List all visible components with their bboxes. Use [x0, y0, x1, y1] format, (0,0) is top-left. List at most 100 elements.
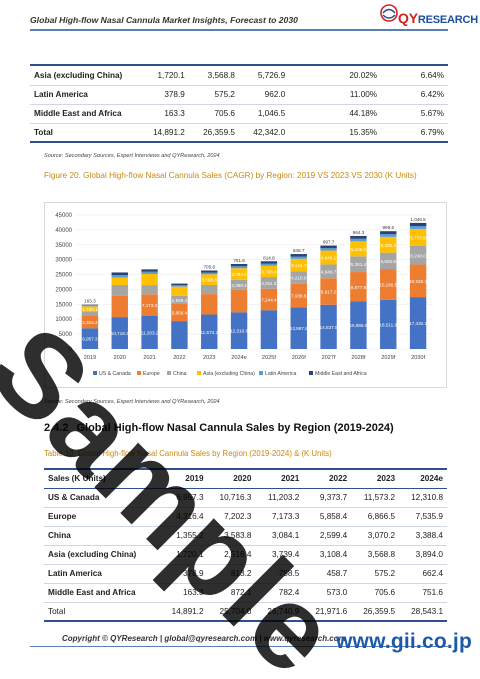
- table-cell: 3,894.0: [399, 545, 447, 565]
- table-cell: Europe: [44, 507, 160, 527]
- data-label: 814.8: [263, 255, 275, 260]
- legend-swatch: [137, 371, 141, 375]
- data-label: 16,511.9: [379, 322, 397, 327]
- data-label: 3,788.4: [261, 269, 277, 274]
- table-cell: 1,046.5: [238, 104, 290, 124]
- bar-segment: [380, 234, 397, 237]
- table-cell: 705.6: [188, 104, 239, 124]
- bar-segment: [380, 299, 397, 349]
- x-tick-label: 2021: [143, 355, 155, 361]
- table-row: Asia (excluding China) 1,720.1 2,516.4 3,73…: [44, 545, 447, 565]
- qyresearch-logo: QYRESEARCH: [372, 4, 478, 28]
- bar-segment: [141, 269, 158, 272]
- data-label: 4,144.7: [291, 263, 307, 268]
- table-cell: 3,108.4: [303, 545, 352, 565]
- legend-swatch: [167, 371, 171, 375]
- legend-entry: US & Canada: [99, 371, 131, 377]
- table-cell: Total: [44, 602, 160, 622]
- bar-segment: [290, 307, 307, 349]
- source-note-1: Source: Secondary Sources, Expert Interv…: [44, 153, 220, 159]
- legend-entry: Asia (excluding China): [203, 371, 255, 377]
- legend-swatch: [309, 371, 313, 375]
- table-cell: 2,599.4: [303, 526, 352, 546]
- legend-swatch: [93, 371, 97, 375]
- column-header: Sales (K Units): [44, 468, 160, 489]
- bar-segment: [290, 254, 307, 257]
- bar-segment: [171, 295, 188, 304]
- bar-segment: [230, 266, 248, 269]
- bar-segment: [380, 252, 397, 270]
- y-tick-label: 5000: [59, 332, 73, 338]
- y-tick-label: 25000: [55, 273, 72, 279]
- bar-segment: [260, 261, 278, 264]
- y-tick-label: 0: [69, 347, 73, 353]
- data-label: 5,281.4: [351, 262, 367, 267]
- data-label: 3,911.3: [261, 281, 276, 286]
- table-row: Latin America 378.9 575.2 962.0 11.00% 6.42%: [30, 85, 448, 105]
- table-cell: 11.00%: [289, 85, 382, 105]
- y-tick-label: 45000: [55, 213, 72, 219]
- table-cell: Middle East and Africa: [44, 583, 160, 603]
- y-tick-label: 20000: [55, 287, 72, 293]
- table-cell: 10,716.3: [207, 488, 256, 508]
- data-label: 8,917.2: [321, 290, 337, 295]
- bar-segment: [350, 235, 367, 239]
- bar-segment: [350, 301, 367, 349]
- legend-entry: Middle East and Africa: [315, 371, 367, 377]
- table-cell: Asia (excluding China): [44, 545, 160, 565]
- bar-segment: [230, 268, 248, 280]
- y-tick-label: 30000: [55, 258, 72, 264]
- bar-segment: [409, 226, 427, 229]
- legend-entry: Europe: [143, 371, 160, 377]
- gii-brand[interactable]: www.gii.co.jp: [336, 630, 472, 653]
- table-cell: Middle East and Africa: [30, 104, 139, 124]
- table-cell: Total: [30, 123, 139, 143]
- bar-segment: [81, 311, 99, 316]
- column-header: 2019: [159, 468, 208, 489]
- table-cell: 26,740.9: [255, 602, 304, 622]
- table-cell: 44.18%: [289, 104, 382, 124]
- table-cell: 5.67%: [381, 104, 448, 124]
- table-cell: 7,202.3: [207, 507, 256, 527]
- bar-segment: [350, 241, 367, 257]
- bar-segment: [350, 272, 367, 302]
- page-footer: Copyright © QYResearch | global@qyresear…: [0, 630, 480, 679]
- bar-segment: [171, 285, 188, 287]
- table-cell: 3,388.4: [399, 526, 447, 546]
- bar-segment: [141, 315, 158, 349]
- table-cell: 2,516.4: [207, 545, 256, 565]
- data-label: 4,210.0: [291, 275, 307, 280]
- data-label: 15,965.6: [349, 323, 367, 328]
- y-tick-label: 35000: [55, 243, 72, 249]
- data-label: 5,726.9: [410, 235, 426, 240]
- x-tick-label: 2026f: [292, 355, 306, 361]
- table-cell: Latin America: [30, 85, 139, 105]
- data-label: 4,316.4: [82, 320, 98, 325]
- data-label: 1,720.1: [82, 307, 98, 312]
- data-label: 4,646.1: [321, 256, 337, 261]
- legend-swatch: [197, 371, 201, 375]
- data-label: 5,035.0: [351, 247, 367, 252]
- x-tick-label: 2028f: [351, 355, 365, 361]
- table2-title: Table 10. Global High-flow Nasal Cannula…: [44, 449, 332, 458]
- bar-segment: [409, 264, 427, 298]
- x-tick-label: 2030f: [411, 355, 425, 361]
- bar-segment: [141, 294, 158, 316]
- table-cell: 42,342.0: [238, 123, 290, 143]
- bar-segment: [230, 312, 248, 349]
- logo-globe-icon: [380, 4, 398, 22]
- bar-segment: [141, 273, 158, 286]
- section-heading: 2.4.2 Global High-flow Nasal Cannula Sale…: [44, 422, 394, 434]
- table-cell: 6.79%: [381, 123, 448, 143]
- data-label: 751.6: [233, 258, 245, 263]
- bar-segment: [201, 294, 218, 315]
- table-cell: 1,720.1: [159, 545, 208, 565]
- bar-segment: [290, 256, 307, 259]
- bar-segment: [141, 271, 158, 274]
- bar-segment: [380, 231, 397, 235]
- bar-segment: [171, 303, 188, 322]
- table-cell: 458.7: [303, 564, 352, 584]
- table-cell: 378.9: [159, 564, 208, 584]
- column-header: 2023: [351, 468, 400, 489]
- table-cell: 163.3: [159, 583, 208, 603]
